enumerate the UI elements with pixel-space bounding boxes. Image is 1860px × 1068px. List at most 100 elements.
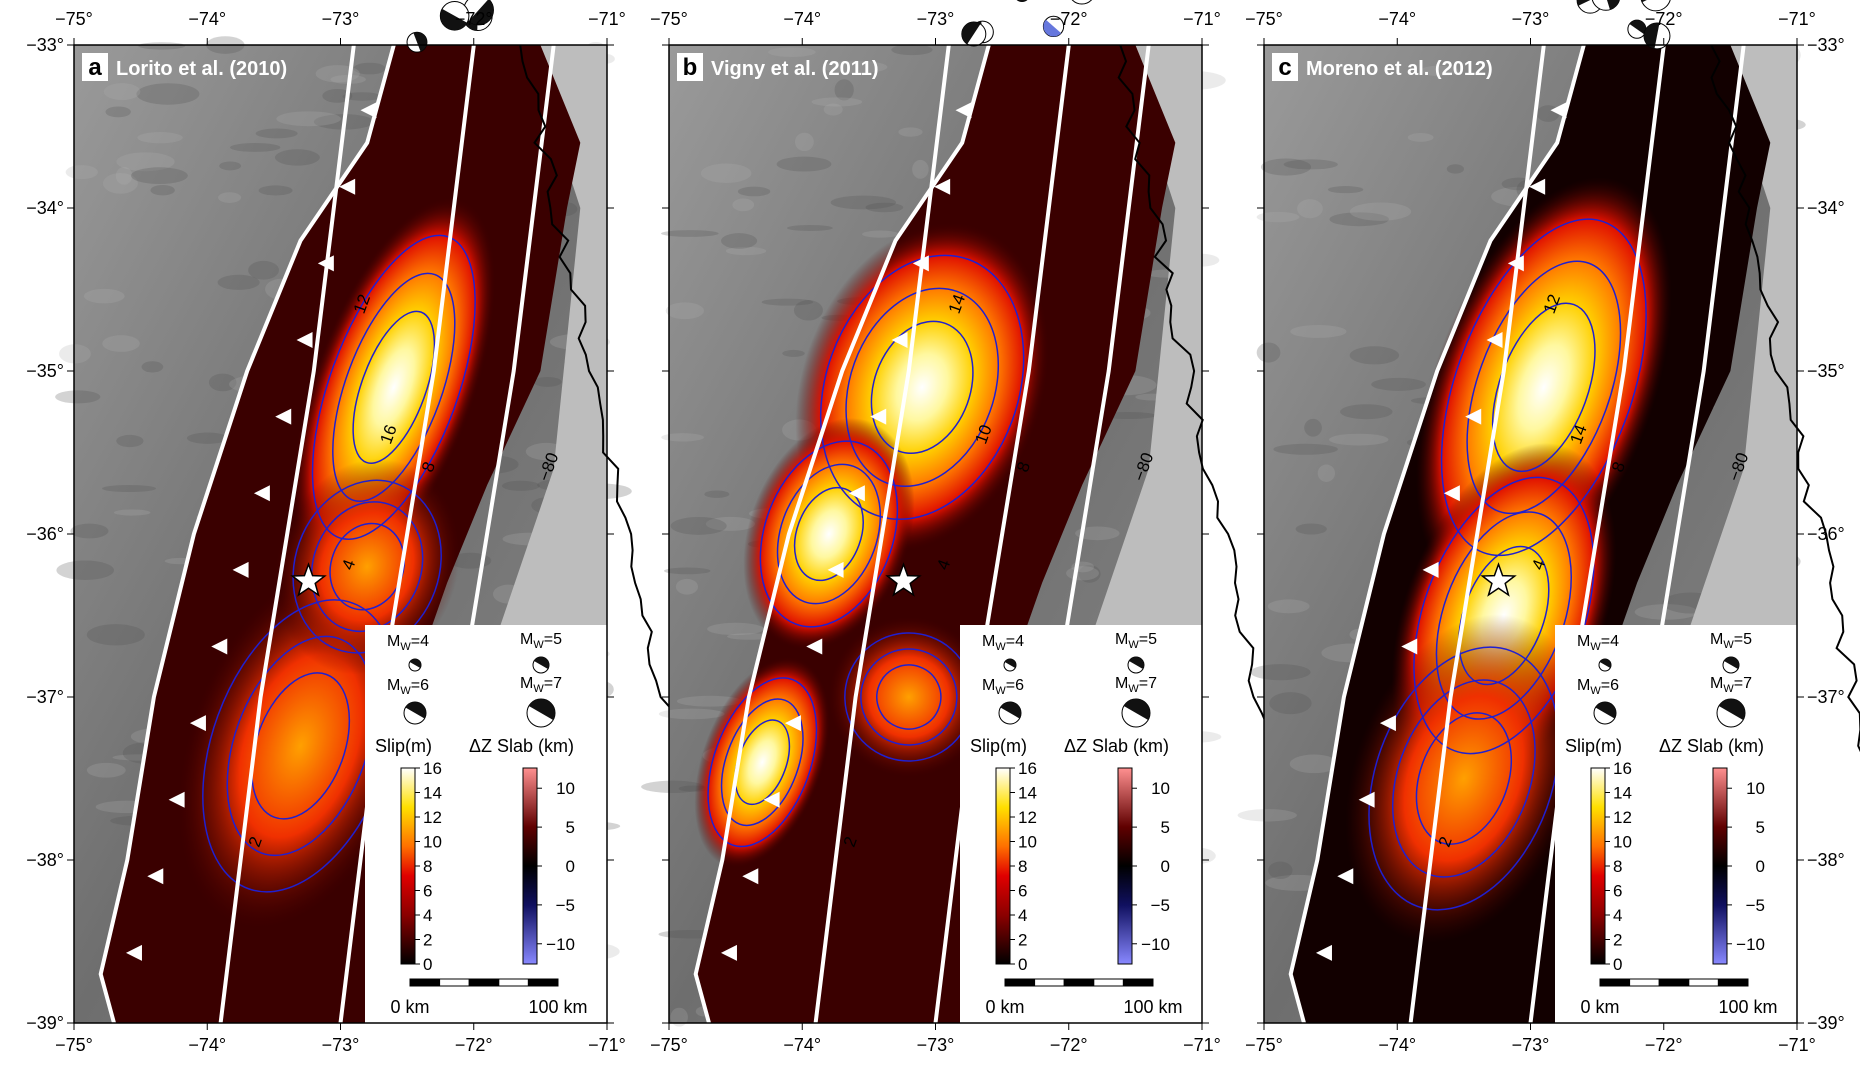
mw-value: =6 [411, 677, 429, 694]
focal-quadrant [1018, 0, 1033, 5]
focal-mechanism [1069, 0, 1101, 4]
relief [762, 299, 814, 306]
lon-tick-label: −72° [455, 1035, 493, 1055]
lon-tick-label: −74° [188, 9, 226, 29]
slab-tick-label: 5 [1756, 818, 1765, 837]
relief [866, 203, 904, 213]
slip-tick-label: 14 [423, 784, 442, 803]
lon-tick-label: −74° [783, 1035, 821, 1055]
relief [912, 160, 929, 179]
slip-tick-label: 2 [1018, 931, 1027, 950]
lon-tick-label: −73° [917, 1035, 955, 1055]
slab-colorbar [523, 768, 537, 964]
lon-tick-label: −73° [1512, 1035, 1550, 1055]
mw-subscript: W [1723, 683, 1734, 695]
relief [256, 129, 298, 139]
lon-tick-label: −72° [455, 9, 493, 29]
relief [218, 275, 260, 290]
mw-subscript: W [1590, 685, 1601, 697]
slip-tick-label: 0 [423, 955, 432, 974]
lon-tick-label: −74° [1378, 1035, 1416, 1055]
slab-tick-label: 5 [1161, 818, 1170, 837]
slip-title: Slip(m) [970, 736, 1027, 756]
mw-subscript: W [533, 639, 544, 651]
slip-tick-label: 0 [1613, 955, 1622, 974]
relief [102, 335, 140, 352]
relief [676, 579, 698, 595]
slab-title: ΔZ Slab (km) [1659, 736, 1764, 756]
scale-bar-segment [1094, 979, 1124, 986]
mw-subscript: W [400, 641, 411, 653]
slip-colorbar [1591, 768, 1605, 964]
scale-bar-segment [410, 979, 440, 986]
relief [738, 187, 770, 197]
mw-subscript: W [1590, 641, 1601, 653]
scale-bar-segment [1123, 979, 1153, 986]
slab-tick-label: 10 [1746, 779, 1765, 798]
relief [721, 233, 757, 249]
lat-tick-label: −35° [1807, 361, 1845, 381]
mw-value: =6 [1601, 677, 1619, 694]
lat-tick-label: −35° [26, 361, 64, 381]
lon-tick-label: −75° [1245, 9, 1283, 29]
lat-tick-label: −36° [26, 524, 64, 544]
relief [768, 47, 816, 57]
slip-tick-label: 12 [1613, 808, 1632, 827]
focal-ball [1069, 0, 1096, 4]
relief [104, 83, 141, 100]
lat-tick-label: −38° [1807, 850, 1845, 870]
relief [1268, 599, 1310, 613]
relief [1268, 862, 1292, 879]
relief [1269, 692, 1311, 714]
slab-tick-label: 10 [1151, 779, 1170, 798]
lat-tick-label: −37° [1807, 687, 1845, 707]
slip-tick-label: 4 [1613, 906, 1622, 925]
relief [898, 127, 922, 136]
relief [114, 509, 151, 515]
relief [136, 83, 199, 105]
slip-title: Slip(m) [1565, 736, 1622, 756]
relief [218, 192, 241, 203]
relief [1257, 212, 1300, 222]
relief [1066, 566, 1099, 580]
lon-tick-label: −72° [1050, 9, 1088, 29]
lon-tick-label: −74° [783, 9, 821, 29]
slip-tick-label: 16 [1018, 759, 1037, 778]
slip-tick-label: 2 [423, 931, 432, 950]
lat-tick-label: −33° [1807, 35, 1845, 55]
figure: 2481216−40−80aLorito et al. (2010)MW=4MW… [0, 0, 1860, 1063]
lat-tick-label: −34° [26, 198, 64, 218]
relief [137, 132, 182, 143]
slab-title: ΔZ Slab (km) [469, 736, 574, 756]
relief [1296, 524, 1327, 535]
scale-bar-segment [1600, 979, 1630, 986]
slip-tick-label: 4 [1018, 906, 1027, 925]
slip-tick-label: 10 [1018, 833, 1037, 852]
relief [1350, 346, 1399, 364]
relief [1328, 186, 1363, 193]
scale-end: 100 km [1123, 997, 1182, 1017]
scale-bar-segment [1035, 979, 1065, 986]
relief [1290, 325, 1346, 338]
lon-tick-label: −73° [1512, 9, 1550, 29]
map-panel: 2481410−40−80bVigny et al. (2011)MW=4MW=… [641, 0, 1325, 1055]
scale-start: 0 km [390, 997, 429, 1017]
relief [1238, 809, 1297, 821]
relief [661, 433, 704, 441]
relief [106, 106, 131, 117]
relief [70, 524, 108, 539]
relief [1250, 664, 1310, 680]
lat-tick-label: −39° [1807, 1013, 1845, 1033]
slip-tick-label: 0 [1018, 955, 1027, 974]
mw-value: =7 [1734, 675, 1752, 692]
relief [1350, 202, 1411, 220]
mw-subscript: W [1128, 683, 1139, 695]
relief [664, 567, 711, 574]
mw-symbol: M [1710, 631, 1723, 648]
lon-tick-label: −72° [1645, 9, 1683, 29]
scale-bar-segment [499, 979, 529, 986]
lon-tick-label: −74° [188, 1035, 226, 1055]
relief [87, 763, 126, 778]
